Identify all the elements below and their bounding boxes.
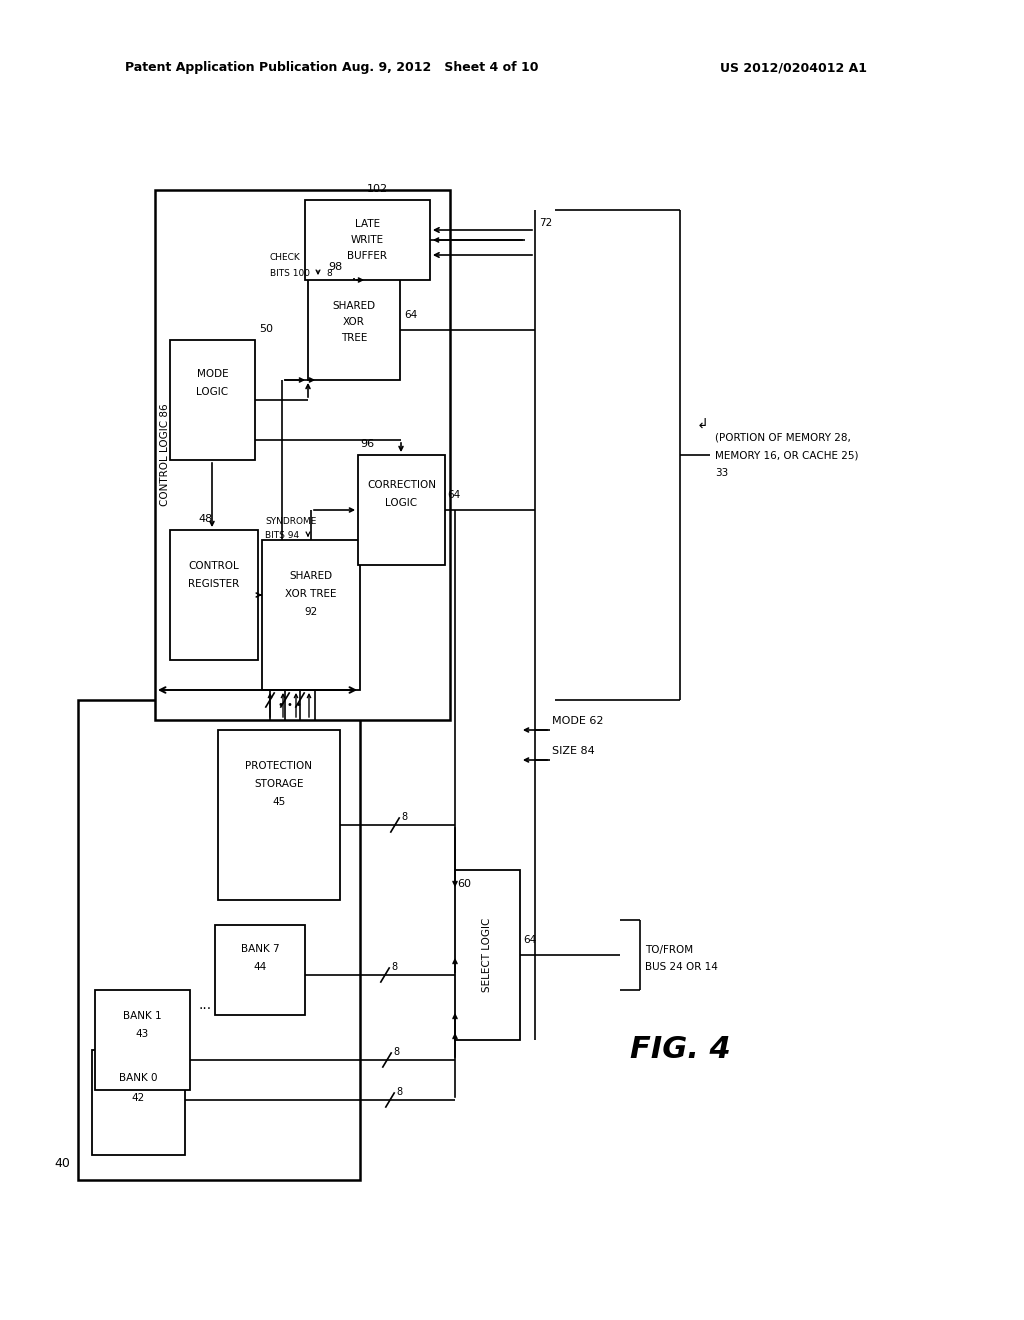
Text: Patent Application Publication: Patent Application Publication [125,62,337,74]
Bar [92,1049,185,1155]
Bar [215,925,305,1015]
Text: ...: ... [199,998,212,1012]
Text: 40: 40 [54,1158,70,1170]
Bar [155,190,450,719]
Text: CHECK: CHECK [270,253,301,263]
Text: 8: 8 [401,812,408,822]
Text: TO/FROM: TO/FROM [645,945,693,954]
Text: 48: 48 [198,513,212,524]
Text: 60: 60 [457,879,471,888]
Text: BITS 94: BITS 94 [265,532,299,540]
Bar [170,531,258,660]
Text: XOR: XOR [343,317,365,327]
Text: 8: 8 [393,1047,399,1057]
Text: CONTROL: CONTROL [188,561,240,572]
Text: SELECT LOGIC: SELECT LOGIC [482,917,493,993]
Text: SHARED: SHARED [290,572,333,581]
Text: 43: 43 [136,1030,150,1039]
Text: 8: 8 [391,962,397,972]
Bar [358,455,445,565]
Text: LOGIC: LOGIC [197,387,228,397]
Bar [170,341,255,459]
Text: CONTROL LOGIC 86: CONTROL LOGIC 86 [160,404,170,507]
Text: • • •: • • • [279,700,302,710]
Text: FIG. 4: FIG. 4 [630,1035,731,1064]
Text: REGISTER: REGISTER [188,579,240,589]
Text: MEMORY 16, OR CACHE 25): MEMORY 16, OR CACHE 25) [715,450,858,459]
Text: US 2012/0204012 A1: US 2012/0204012 A1 [720,62,867,74]
Text: Aug. 9, 2012   Sheet 4 of 10: Aug. 9, 2012 Sheet 4 of 10 [342,62,539,74]
Bar [262,540,360,690]
Text: XOR TREE: XOR TREE [286,589,337,599]
Text: 92: 92 [304,607,317,616]
Text: SYNDROME: SYNDROME [265,517,316,527]
Text: (PORTION OF MEMORY 28,: (PORTION OF MEMORY 28, [715,432,851,442]
Text: 8: 8 [326,268,332,277]
Text: ↲: ↲ [696,418,708,432]
Bar [305,201,430,280]
Text: 64: 64 [447,490,460,500]
Text: LATE: LATE [355,219,380,228]
Text: PROTECTION: PROTECTION [246,762,312,771]
Text: 98: 98 [328,261,342,272]
Text: 64: 64 [404,310,417,319]
Text: LOGIC: LOGIC [385,498,418,508]
Text: 64: 64 [523,935,537,945]
Text: 44: 44 [253,962,266,972]
Text: SIZE 84: SIZE 84 [552,746,595,756]
Text: SHARED: SHARED [333,301,376,312]
Text: WRITE: WRITE [351,235,384,246]
Text: MODE 62: MODE 62 [552,715,603,726]
Bar [95,990,190,1090]
Bar [455,870,520,1040]
Text: BUFFER: BUFFER [347,251,387,261]
Bar [308,279,400,380]
Text: BANK 7: BANK 7 [241,944,280,954]
Text: 8: 8 [396,1086,402,1097]
Text: 96: 96 [360,440,374,449]
Text: 72: 72 [539,218,552,228]
Text: 42: 42 [132,1093,145,1104]
Text: TREE: TREE [341,333,368,343]
Text: BANK 1: BANK 1 [123,1011,162,1020]
Text: STORAGE: STORAGE [254,779,304,789]
Text: BANK 0: BANK 0 [119,1073,158,1082]
Text: 45: 45 [272,797,286,807]
Text: BITS 100: BITS 100 [270,268,310,277]
Text: 33: 33 [715,469,728,478]
Text: CORRECTION: CORRECTION [367,480,436,490]
Text: MODE: MODE [197,370,228,379]
Text: 50: 50 [259,323,273,334]
Bar [78,700,360,1180]
Text: 102: 102 [367,183,388,194]
Bar [218,730,340,900]
Text: BUS 24 OR 14: BUS 24 OR 14 [645,962,718,972]
